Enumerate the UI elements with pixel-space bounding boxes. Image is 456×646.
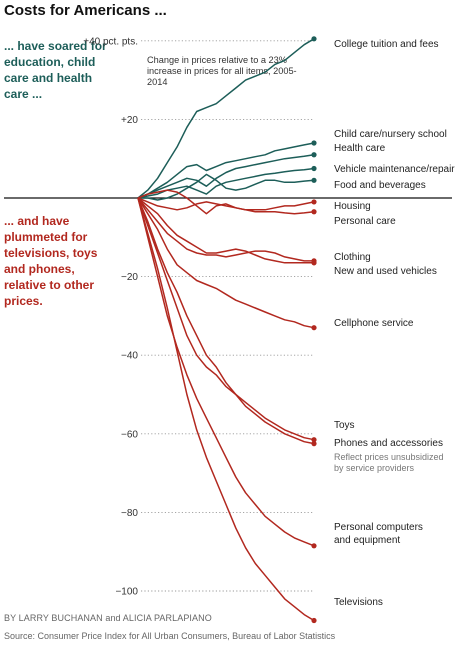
series-label-12-line2: and equipment <box>334 535 400 546</box>
series-endpoint-6 <box>311 209 317 215</box>
chart-annotation: Change in prices relative to a 23% incre… <box>147 55 297 87</box>
source-note: Source: Consumer Price Index for All Urb… <box>4 631 336 641</box>
series-line-1 <box>137 142 315 199</box>
series-line-2 <box>137 154 315 199</box>
falling-costs-note: ... and have plummeted for televisions, … <box>4 214 98 308</box>
series-line-10 <box>137 197 315 441</box>
y-tick-label: +20 <box>121 115 138 126</box>
series-endpoint-1 <box>311 140 317 146</box>
grid-layer: +40 pct. pts. +20 −20 −40 −60 −80 −100 <box>4 36 452 598</box>
series-label-2: Health care <box>334 143 386 154</box>
series-label-8: New and used vehicles <box>334 266 437 277</box>
series-label-12: Personal computers <box>334 522 423 533</box>
byline: BY LARRY BUCHANAN and ALICIA PARLAPIANO <box>4 613 212 623</box>
series-endpoint-2 <box>311 152 317 158</box>
series-endpoint-5 <box>311 199 317 205</box>
series-line-5 <box>137 189 315 215</box>
series-label-3: Vehicle maintenance/repair <box>334 164 455 175</box>
series-line-6 <box>137 197 315 215</box>
series-label-13: Televisions <box>334 597 383 608</box>
series-endpoint-10 <box>311 437 317 443</box>
series-line-0 <box>137 38 315 199</box>
series-label-0: College tuition and fees <box>334 39 439 50</box>
series-endpoint-12 <box>311 543 317 549</box>
series-label-9: Cellphone service <box>334 318 414 329</box>
series-label-6: Personal care <box>334 216 396 227</box>
series-line-7 <box>137 197 314 262</box>
headline: Costs for Americans ... <box>4 2 167 19</box>
y-tick-label: −80 <box>121 508 138 519</box>
series-line-9 <box>137 197 315 329</box>
series-endpoint-4 <box>311 177 317 183</box>
series-label-5: Housing <box>334 201 371 212</box>
series-label-7: Clothing <box>334 252 371 263</box>
y-tick-label: −60 <box>121 429 138 440</box>
series-label-4: Food and beverages <box>334 180 426 191</box>
y-tick-label: +40 pct. pts. <box>83 36 138 47</box>
series-lines <box>137 36 317 624</box>
series-line-12 <box>137 197 315 547</box>
series-endpoint-8 <box>311 260 317 266</box>
series-endpoint-9 <box>311 325 317 331</box>
y-tick-label: −100 <box>115 587 138 598</box>
series-line-11 <box>137 197 315 445</box>
series-note-11: Reflect prices unsubsidized <box>334 452 444 462</box>
series-endpoint-11 <box>311 441 317 447</box>
series-endpoint-3 <box>311 165 317 172</box>
series-labels: College tuition and fees Child care/nurse… <box>334 39 455 608</box>
series-line-8 <box>137 197 314 264</box>
series-label-1: Child care/nursery school <box>334 129 447 140</box>
series-endpoint-13 <box>311 617 317 624</box>
series-line-13 <box>137 197 315 622</box>
rising-costs-note: ... have soared for education, child car… <box>4 39 107 101</box>
y-tick-label: −20 <box>121 272 138 283</box>
series-label-11: Phones and accessories <box>334 438 443 449</box>
series-line-4 <box>138 173 315 201</box>
series-endpoint-0 <box>311 36 317 42</box>
series-note-11-line2: by service providers <box>334 463 415 473</box>
y-tick-label: −40 <box>121 351 138 362</box>
series-label-10: Toys <box>334 420 355 431</box>
